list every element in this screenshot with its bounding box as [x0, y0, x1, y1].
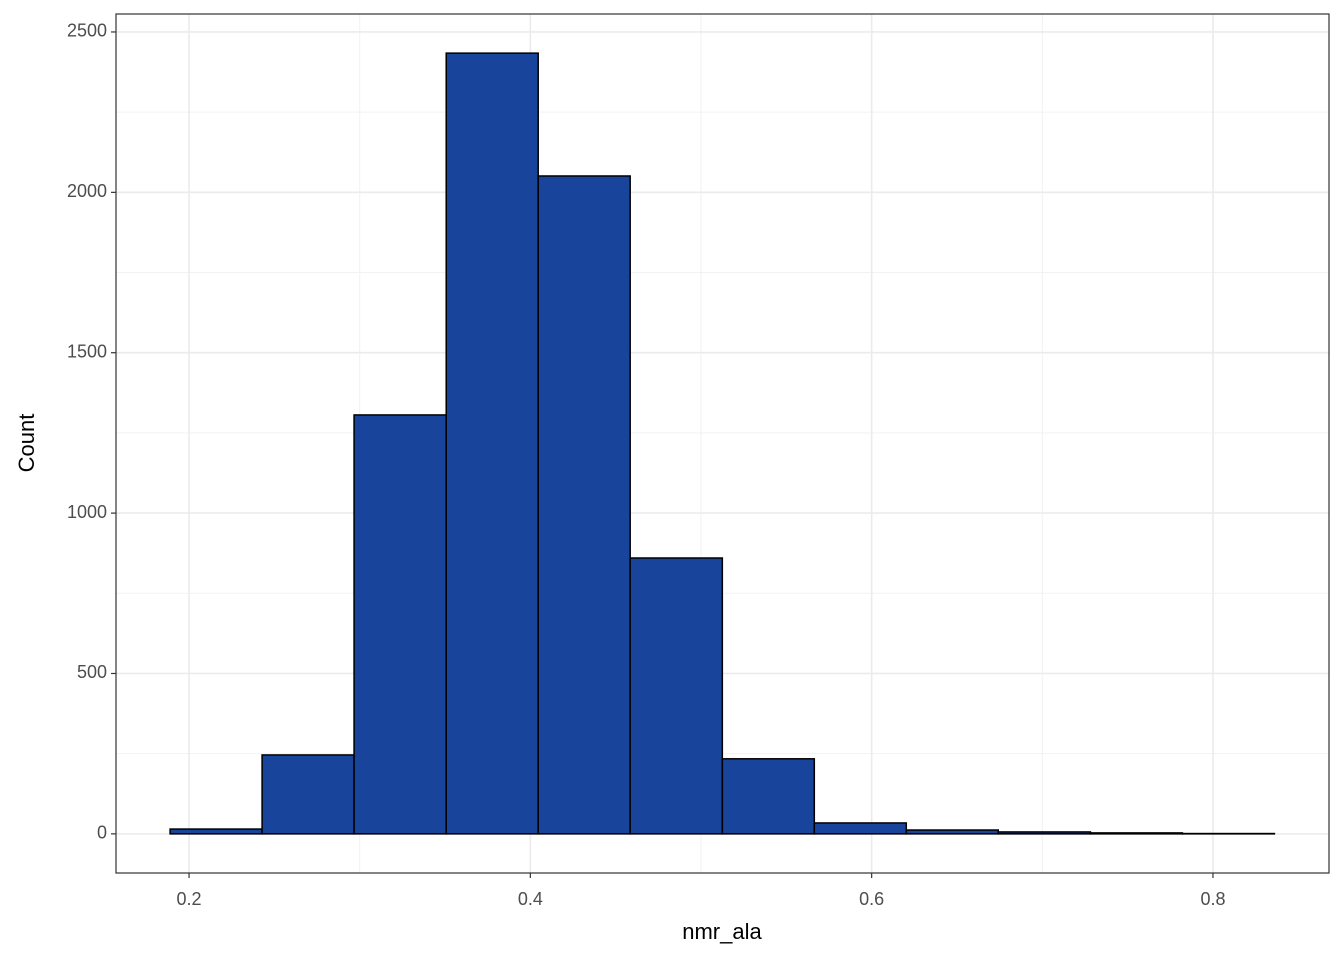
bar [1089, 832, 1184, 835]
bar [445, 52, 539, 835]
bar [353, 414, 447, 835]
y-tick-label: 1500 [67, 341, 107, 361]
panel-border [115, 13, 1330, 874]
y-tick-label: 500 [77, 662, 107, 682]
x-tick-label: 0.6 [859, 889, 884, 909]
y-tick-label: 2000 [67, 181, 107, 201]
y-tick-label: 0 [97, 823, 107, 843]
bar [905, 829, 1000, 835]
bar [169, 828, 263, 835]
y-tick-label: 2500 [67, 21, 107, 41]
x-axis-title: nmr_ala [682, 919, 762, 944]
bar [997, 831, 1092, 835]
x-tick-label: 0.4 [518, 889, 543, 909]
bar [721, 758, 816, 835]
bar [629, 557, 724, 835]
y-axis-title: Count [14, 414, 39, 473]
grid [116, 14, 1329, 873]
bar [537, 175, 631, 835]
bar [813, 822, 908, 835]
y-tick-label: 1000 [67, 502, 107, 522]
bar [261, 754, 355, 835]
x-tick-label: 0.2 [177, 889, 202, 909]
x-tick-label: 0.8 [1200, 889, 1225, 909]
bars [169, 52, 1276, 835]
